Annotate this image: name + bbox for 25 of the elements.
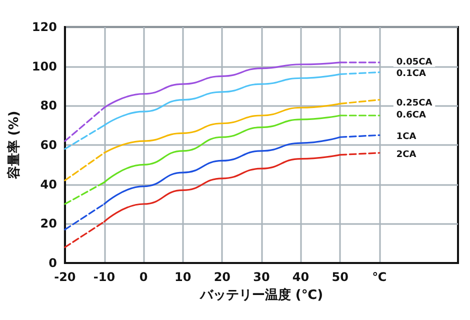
y-tick-label: 40 — [40, 177, 57, 192]
x-tick-label: 30 — [253, 270, 270, 284]
x-tick-label: 50 — [332, 270, 348, 284]
y-tick-label: 120 — [32, 20, 57, 34]
x-tick-label: -20 — [54, 270, 76, 284]
y-tick-label: 80 — [40, 98, 57, 113]
text: 0.1CA — [396, 69, 426, 80]
y-tick-label: 60 — [40, 138, 57, 152]
x-tick-label: ℃ — [372, 270, 387, 284]
text: 0.25CA — [396, 98, 432, 109]
y-tick-label: 100 — [32, 59, 57, 74]
line-series — [103, 102, 341, 154]
y-tick-label: 0 — [48, 256, 57, 270]
text: 1CA — [396, 132, 416, 142]
x-tick-label: 0 — [139, 270, 148, 284]
x-tick-label: 20 — [214, 270, 231, 284]
text: 0.6CA — [396, 110, 426, 120]
x-tick-label: 10 — [174, 270, 192, 284]
text: 0.05CA — [396, 57, 432, 68]
y-axis-title: 容量率 (%) — [6, 110, 22, 180]
text: 2CA — [396, 150, 416, 160]
x-tick-label: 40 — [292, 270, 310, 284]
y-tick-label: 20 — [40, 216, 57, 231]
x-tick-label: -10 — [93, 270, 116, 284]
x-axis-title: バッテリー温度 (℃) — [198, 287, 324, 303]
